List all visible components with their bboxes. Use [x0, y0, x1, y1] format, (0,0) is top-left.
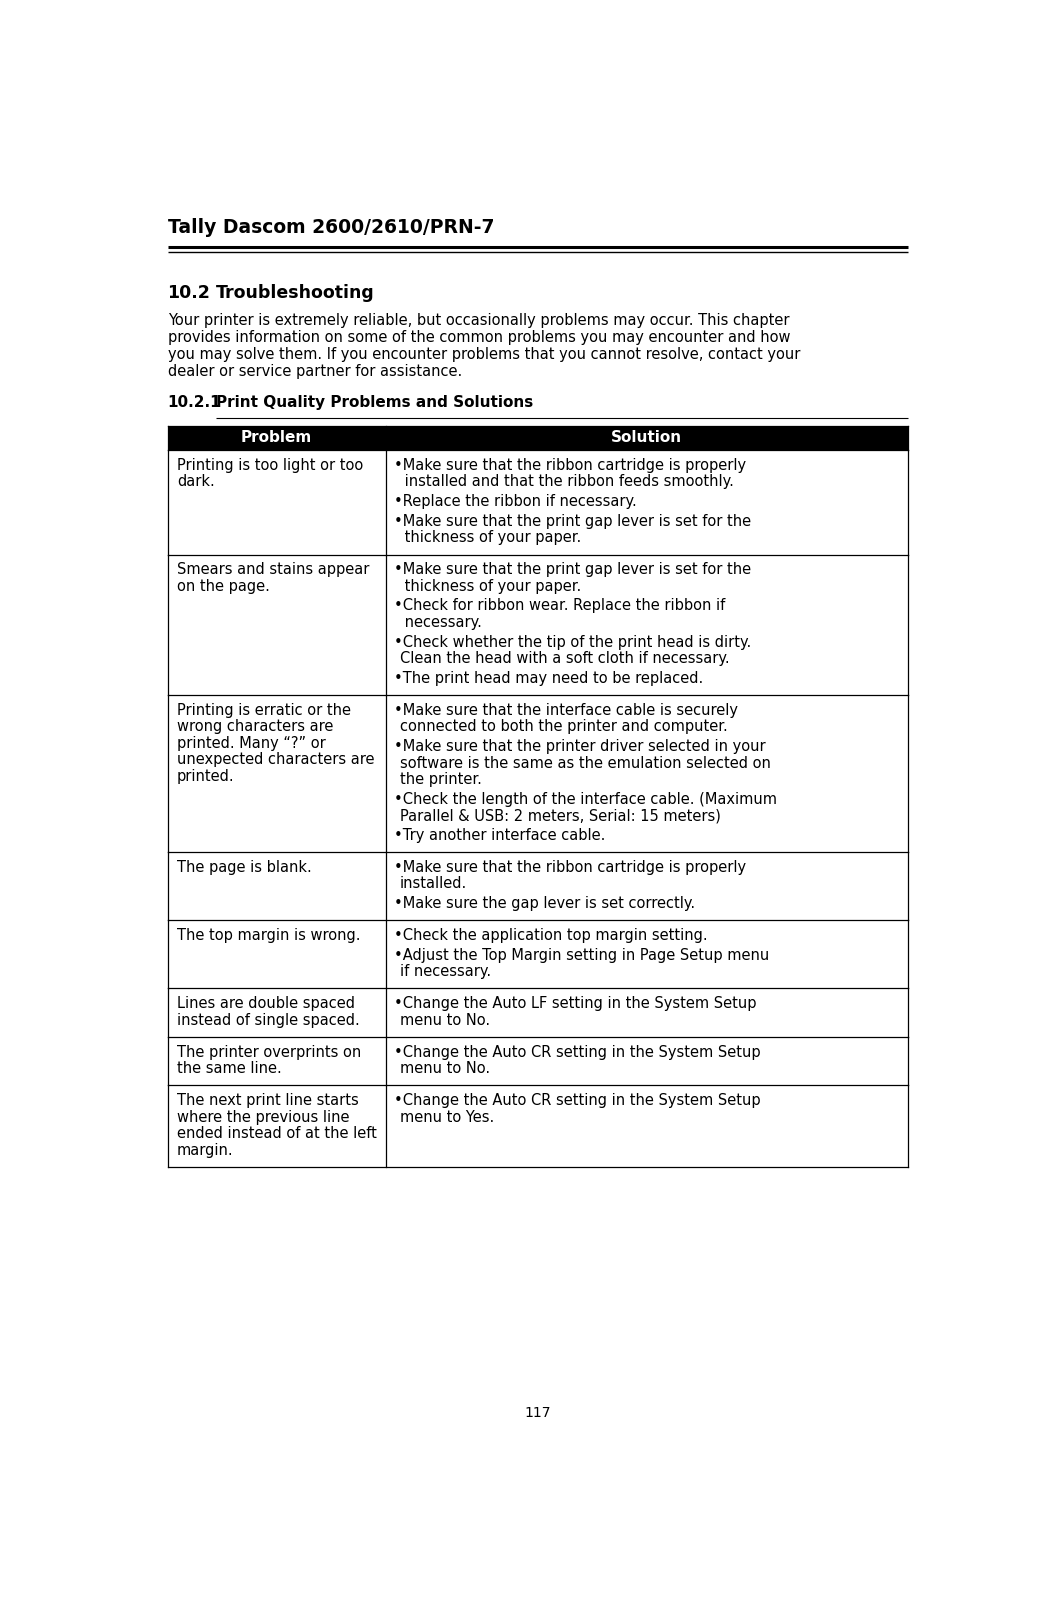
- Text: Parallel & USB: 2 meters, Serial: 15 meters): Parallel & USB: 2 meters, Serial: 15 met…: [400, 808, 721, 824]
- Text: printed. Many “?” or: printed. Many “?” or: [177, 737, 325, 751]
- Text: dark.: dark.: [177, 474, 215, 490]
- Text: •Make sure that the ribbon cartridge is properly: •Make sure that the ribbon cartridge is …: [393, 859, 746, 875]
- Text: •Adjust the Top Margin setting in Page Setup menu: •Adjust the Top Margin setting in Page S…: [393, 948, 769, 962]
- Text: necessary.: necessary.: [400, 616, 481, 630]
- Text: •Check the length of the interface cable. (Maximum: •Check the length of the interface cable…: [393, 791, 776, 806]
- Text: printed.: printed.: [177, 769, 235, 783]
- Text: Smears and stains appear: Smears and stains appear: [177, 563, 369, 577]
- Bar: [168, 695, 907, 853]
- Text: Printing is erratic or the: Printing is erratic or the: [177, 703, 350, 717]
- Text: •Make sure the gap lever is set correctly.: •Make sure the gap lever is set correctl…: [393, 896, 694, 911]
- Text: installed.: installed.: [400, 877, 467, 891]
- Text: 10.2.1: 10.2.1: [168, 395, 221, 409]
- Text: Problem: Problem: [241, 430, 313, 445]
- Text: •Make sure that the interface cable is securely: •Make sure that the interface cable is s…: [393, 703, 737, 717]
- Text: menu to Yes.: menu to Yes.: [400, 1109, 494, 1125]
- Text: •Change the Auto LF setting in the System Setup: •Change the Auto LF setting in the Syste…: [393, 996, 756, 1011]
- Text: 117: 117: [524, 1406, 551, 1420]
- Text: The next print line starts: The next print line starts: [177, 1093, 359, 1107]
- Text: •Make sure that the print gap lever is set for the: •Make sure that the print gap lever is s…: [393, 514, 751, 529]
- Text: •Replace the ribbon if necessary.: •Replace the ribbon if necessary.: [393, 495, 637, 509]
- Bar: [168, 1085, 907, 1167]
- Bar: [168, 988, 907, 1037]
- Text: Your printer is extremely reliable, but occasionally problems may occur. This ch: Your printer is extremely reliable, but …: [168, 313, 789, 329]
- Text: you may solve them. If you encounter problems that you cannot resolve, contact y: you may solve them. If you encounter pro…: [168, 347, 800, 363]
- Text: Tally Dascom 2600/2610/PRN-7: Tally Dascom 2600/2610/PRN-7: [168, 218, 494, 237]
- Text: menu to No.: menu to No.: [400, 1061, 490, 1077]
- Text: •Change the Auto CR setting in the System Setup: •Change the Auto CR setting in the Syste…: [393, 1093, 761, 1107]
- Text: •Try another interface cable.: •Try another interface cable.: [393, 829, 605, 843]
- Text: •Check the application top margin setting.: •Check the application top margin settin…: [393, 929, 707, 943]
- Text: The top margin is wrong.: The top margin is wrong.: [177, 929, 361, 943]
- Text: connected to both the printer and computer.: connected to both the printer and comput…: [400, 719, 728, 735]
- Text: Printing is too light or too: Printing is too light or too: [177, 458, 363, 472]
- Text: •Change the Auto CR setting in the System Setup: •Change the Auto CR setting in the Syste…: [393, 1045, 761, 1059]
- Text: provides information on some of the common problems you may encounter and how: provides information on some of the comm…: [168, 330, 790, 345]
- Bar: [168, 450, 907, 555]
- Bar: [168, 426, 907, 450]
- Text: thickness of your paper.: thickness of your paper.: [400, 579, 581, 593]
- Bar: [168, 555, 907, 695]
- Text: •The print head may need to be replaced.: •The print head may need to be replaced.: [393, 671, 703, 685]
- Text: on the page.: on the page.: [177, 579, 270, 593]
- Text: unexpected characters are: unexpected characters are: [177, 753, 374, 767]
- Text: •Check for ribbon wear. Replace the ribbon if: •Check for ribbon wear. Replace the ribb…: [393, 598, 725, 614]
- Text: if necessary.: if necessary.: [400, 964, 491, 978]
- Text: software is the same as the emulation selected on: software is the same as the emulation se…: [400, 756, 771, 771]
- Text: •Make sure that the print gap lever is set for the: •Make sure that the print gap lever is s…: [393, 563, 751, 577]
- Text: where the previous line: where the previous line: [177, 1109, 349, 1125]
- Text: instead of single spaced.: instead of single spaced.: [177, 1012, 360, 1028]
- Bar: [168, 920, 907, 988]
- Text: ended instead of at the left: ended instead of at the left: [177, 1127, 377, 1141]
- Text: •Make sure that the printer driver selected in your: •Make sure that the printer driver selec…: [393, 738, 766, 754]
- Text: Solution: Solution: [612, 430, 682, 445]
- Text: 10.2: 10.2: [168, 284, 211, 301]
- Text: installed and that the ribbon feeds smoothly.: installed and that the ribbon feeds smoo…: [400, 474, 733, 490]
- Text: Lines are double spaced: Lines are double spaced: [177, 996, 355, 1011]
- Text: •Check whether the tip of the print head is dirty.: •Check whether the tip of the print head…: [393, 635, 751, 650]
- Text: Print Quality Problems and Solutions: Print Quality Problems and Solutions: [216, 395, 533, 409]
- Text: The page is blank.: The page is blank.: [177, 859, 312, 875]
- Text: the same line.: the same line.: [177, 1061, 281, 1077]
- Text: The printer overprints on: The printer overprints on: [177, 1045, 361, 1059]
- Text: thickness of your paper.: thickness of your paper.: [400, 530, 581, 545]
- Text: menu to No.: menu to No.: [400, 1012, 490, 1028]
- Bar: [168, 1037, 907, 1085]
- Text: wrong characters are: wrong characters are: [177, 719, 334, 735]
- Text: •Make sure that the ribbon cartridge is properly: •Make sure that the ribbon cartridge is …: [393, 458, 746, 472]
- Text: Clean the head with a soft cloth if necessary.: Clean the head with a soft cloth if nece…: [400, 651, 729, 666]
- Text: Troubleshooting: Troubleshooting: [216, 284, 374, 301]
- Bar: [168, 853, 907, 920]
- Text: dealer or service partner for assistance.: dealer or service partner for assistance…: [168, 364, 462, 379]
- Text: the printer.: the printer.: [400, 772, 481, 787]
- Text: margin.: margin.: [177, 1143, 234, 1157]
